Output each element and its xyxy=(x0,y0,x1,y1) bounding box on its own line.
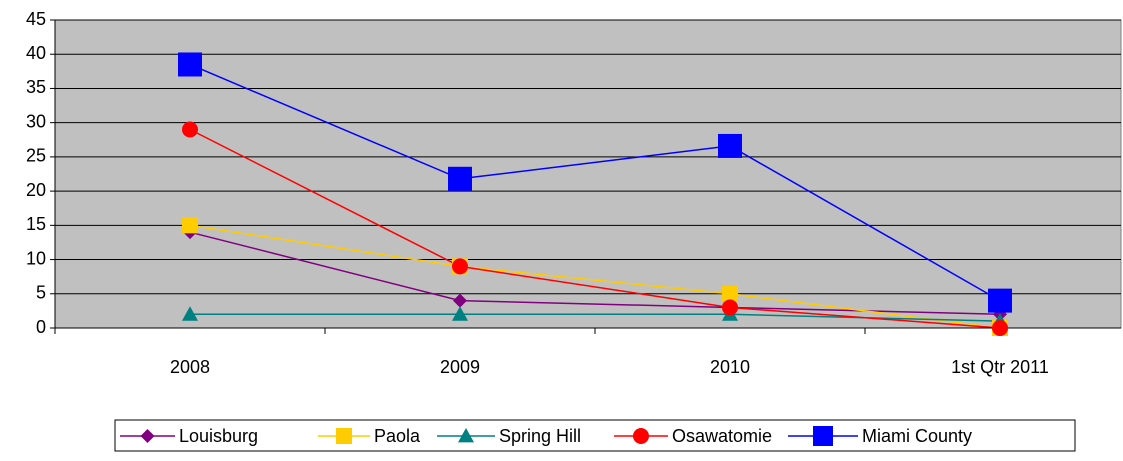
y-tick-label: 20 xyxy=(26,180,46,200)
y-tick-label: 0 xyxy=(36,317,46,337)
marker xyxy=(178,52,202,77)
series-line xyxy=(189,128,1001,328)
legend-label: Spring Hill xyxy=(499,426,581,446)
x-tick-label: 2008 xyxy=(170,357,210,377)
x-tick-label: 2009 xyxy=(440,357,480,377)
y-tick-label: 30 xyxy=(26,111,46,131)
marker xyxy=(452,306,468,321)
x-tick-label: 2010 xyxy=(710,357,750,377)
marker xyxy=(718,133,742,158)
marker xyxy=(813,426,833,446)
marker xyxy=(992,320,1008,336)
y-tick-label: 10 xyxy=(26,248,46,268)
legend-label: Paola xyxy=(374,426,421,446)
legend xyxy=(114,419,1076,452)
marker xyxy=(336,428,352,444)
plot-area xyxy=(54,19,1122,329)
marker xyxy=(182,306,198,321)
marker xyxy=(722,299,738,316)
y-tick-label: 40 xyxy=(26,43,46,63)
marker xyxy=(633,428,649,444)
marker xyxy=(448,166,472,191)
y-tick-label: 35 xyxy=(26,77,46,97)
marker xyxy=(182,217,198,234)
marker xyxy=(182,121,198,138)
y-tick-label: 25 xyxy=(26,146,46,166)
series-line xyxy=(189,224,1001,328)
y-tick-label: 45 xyxy=(26,9,46,29)
marker xyxy=(988,288,1012,313)
marker xyxy=(140,429,155,443)
marker xyxy=(722,285,738,302)
marker xyxy=(458,428,474,443)
series-line xyxy=(189,63,1001,302)
legend-label: Louisburg xyxy=(179,426,258,446)
x-tick-label: 1st Qtr 2011 xyxy=(951,357,1049,377)
y-tick-label: 5 xyxy=(36,283,46,303)
marker xyxy=(453,293,467,308)
marker xyxy=(452,258,468,275)
legend-label: Miami County xyxy=(862,426,972,446)
legend-label: Osawatomie xyxy=(672,426,772,446)
y-tick-label: 15 xyxy=(26,214,46,234)
